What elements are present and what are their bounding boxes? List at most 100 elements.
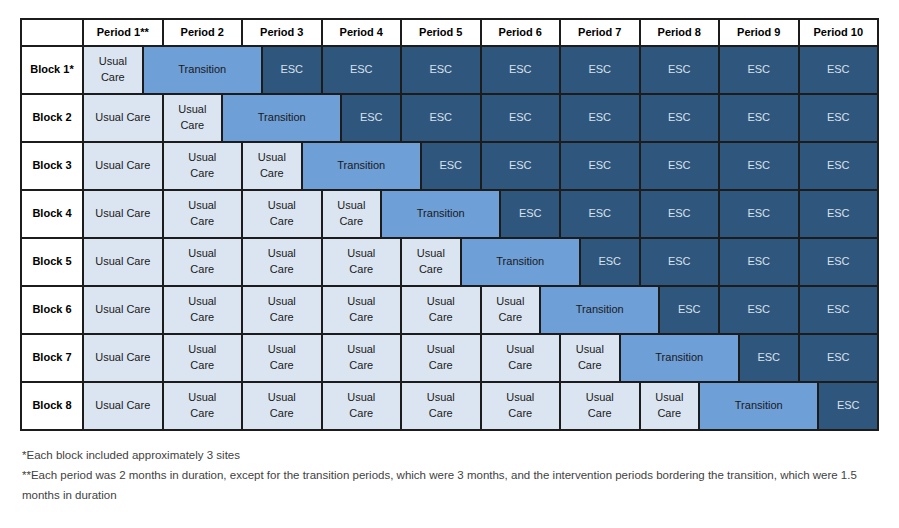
transition-cell: Transition — [540, 286, 659, 334]
esc-cell: ESC — [818, 382, 878, 430]
design-table-body: Block 1*UsualCareTransitionESCESCESCESCE… — [21, 46, 878, 430]
usual-cell: UsualCare — [560, 334, 620, 382]
period-header: Period 1** — [83, 19, 163, 46]
usual-cell: Usual Care — [83, 142, 163, 190]
block-label: Block 8 — [21, 382, 83, 430]
block-label: Block 4 — [21, 190, 83, 238]
esc-cell: ESC — [640, 142, 720, 190]
esc-cell: ESC — [659, 286, 719, 334]
block-row: Block 8Usual CareUsualCareUsualCareUsual… — [21, 382, 878, 430]
block-row: Block 3Usual CareUsualCareUsualCareTrans… — [21, 142, 878, 190]
esc-cell: ESC — [640, 46, 720, 94]
esc-cell: ESC — [401, 46, 481, 94]
usual-cell: UsualCare — [481, 382, 561, 430]
esc-cell: ESC — [481, 94, 561, 142]
esc-cell: ESC — [322, 46, 402, 94]
usual-cell: UsualCare — [322, 238, 402, 286]
block-row: Block 4Usual CareUsualCareUsualCareUsual… — [21, 190, 878, 238]
esc-cell: ESC — [719, 46, 799, 94]
block-label: Block 6 — [21, 286, 83, 334]
block-row: Block 2Usual CareUsualCareTransitionESCE… — [21, 94, 878, 142]
usual-cell: UsualCare — [401, 286, 481, 334]
usual-cell: UsualCare — [242, 190, 322, 238]
usual-cell: UsualCare — [242, 142, 302, 190]
transition-cell: Transition — [620, 334, 739, 382]
usual-cell: UsualCare — [322, 190, 382, 238]
esc-cell: ESC — [262, 46, 322, 94]
stepped-wedge-design-figure: Period 1**Period 2Period 3Period 4Period… — [0, 18, 899, 528]
esc-cell: ESC — [560, 190, 640, 238]
esc-cell: ESC — [719, 286, 799, 334]
usual-cell: UsualCare — [163, 94, 223, 142]
usual-cell: Usual Care — [83, 286, 163, 334]
footnote-blocks: *Each block included approximately 3 sit… — [22, 446, 878, 466]
design-table: Period 1**Period 2Period 3Period 4Period… — [20, 18, 879, 431]
esc-cell: ESC — [481, 142, 561, 190]
esc-cell: ESC — [560, 142, 640, 190]
transition-cell: Transition — [699, 382, 818, 430]
footnotes: *Each block included approximately 3 sit… — [22, 446, 878, 505]
usual-cell: UsualCare — [560, 382, 640, 430]
esc-cell: ESC — [799, 286, 879, 334]
esc-cell: ESC — [560, 46, 640, 94]
usual-cell: UsualCare — [322, 286, 402, 334]
transition-cell: Transition — [143, 46, 262, 94]
usual-cell: Usual Care — [83, 238, 163, 286]
usual-cell: Usual Care — [83, 94, 163, 142]
transition-cell: Transition — [222, 94, 341, 142]
usual-cell: UsualCare — [242, 382, 322, 430]
usual-cell: UsualCare — [242, 334, 322, 382]
corner-cell — [21, 19, 83, 46]
usual-cell: UsualCare — [163, 190, 243, 238]
usual-cell: UsualCare — [242, 286, 322, 334]
usual-cell: UsualCare — [163, 334, 243, 382]
transition-cell: Transition — [381, 190, 500, 238]
block-label: Block 3 — [21, 142, 83, 190]
usual-cell: UsualCare — [163, 238, 243, 286]
block-label: Block 5 — [21, 238, 83, 286]
esc-cell: ESC — [500, 190, 560, 238]
esc-cell: ESC — [719, 238, 799, 286]
usual-cell: UsualCare — [163, 286, 243, 334]
block-row: Block 7Usual CareUsualCareUsualCareUsual… — [21, 334, 878, 382]
transition-cell: Transition — [461, 238, 580, 286]
usual-cell: UsualCare — [401, 334, 481, 382]
period-header: Period 6 — [481, 19, 561, 46]
esc-cell: ESC — [799, 94, 879, 142]
esc-cell: ESC — [719, 190, 799, 238]
usual-cell: Usual Care — [83, 190, 163, 238]
period-header: Period 8 — [640, 19, 720, 46]
usual-cell: UsualCare — [163, 382, 243, 430]
block-label: Block 2 — [21, 94, 83, 142]
esc-cell: ESC — [401, 94, 481, 142]
esc-cell: ESC — [640, 238, 720, 286]
block-label: Block 1* — [21, 46, 83, 94]
block-label: Block 7 — [21, 334, 83, 382]
esc-cell: ESC — [799, 142, 879, 190]
usual-cell: UsualCare — [401, 238, 461, 286]
usual-cell: UsualCare — [83, 46, 143, 94]
esc-cell: ESC — [421, 142, 481, 190]
period-header: Period 10 — [799, 19, 879, 46]
usual-cell: UsualCare — [322, 334, 402, 382]
esc-cell: ESC — [799, 46, 879, 94]
usual-cell: UsualCare — [163, 142, 243, 190]
usual-cell: UsualCare — [242, 238, 322, 286]
block-row: Block 5Usual CareUsualCareUsualCareUsual… — [21, 238, 878, 286]
esc-cell: ESC — [799, 190, 879, 238]
usual-cell: UsualCare — [481, 334, 561, 382]
block-row: Block 6Usual CareUsualCareUsualCareUsual… — [21, 286, 878, 334]
usual-cell: Usual Care — [83, 382, 163, 430]
esc-cell: ESC — [799, 334, 879, 382]
esc-cell: ESC — [481, 46, 561, 94]
usual-cell: UsualCare — [481, 286, 541, 334]
period-header: Period 7 — [560, 19, 640, 46]
period-header: Period 5 — [401, 19, 481, 46]
transition-cell: Transition — [302, 142, 421, 190]
usual-cell: Usual Care — [83, 334, 163, 382]
design-table-header: Period 1**Period 2Period 3Period 4Period… — [21, 19, 878, 46]
usual-cell: UsualCare — [401, 382, 481, 430]
esc-cell: ESC — [799, 238, 879, 286]
period-header: Period 4 — [322, 19, 402, 46]
esc-cell: ESC — [719, 142, 799, 190]
